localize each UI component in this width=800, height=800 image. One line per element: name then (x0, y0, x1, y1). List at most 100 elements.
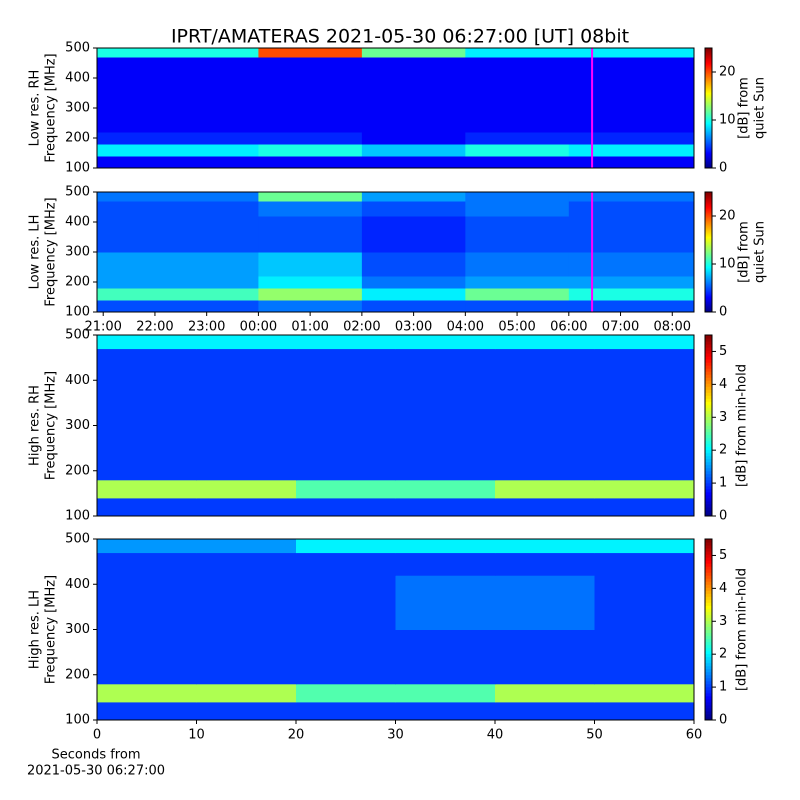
colorbar-swatch (705, 218, 712, 221)
heatmap-cell (258, 132, 363, 145)
heatmap-cell (196, 575, 297, 630)
heatmap-cell (97, 288, 259, 301)
heatmap-cell (361, 132, 466, 145)
heatmap-cell (568, 57, 695, 73)
colorbar-swatch (705, 142, 712, 145)
heatmap-cell (594, 461, 695, 481)
heatmap-cell (97, 425, 197, 463)
colorbar-swatch (705, 78, 712, 81)
colorbar-swatch (705, 578, 712, 582)
colorbar-swatch (705, 554, 712, 558)
heatmap-cell (395, 701, 496, 721)
colorbar-tick-label: 1 (719, 476, 727, 491)
y-tick-label: 500 (65, 532, 90, 547)
heatmap-cell (594, 552, 695, 576)
colorbar-swatch (705, 54, 712, 57)
colorbar-swatch (705, 356, 712, 360)
x-axis-label: Seconds from (51, 748, 140, 763)
colorbar-tick-label: 4 (719, 377, 727, 392)
colorbar-tick-label: 5 (719, 548, 727, 563)
colorbar-swatch (705, 232, 712, 235)
colorbar-frame (704, 334, 713, 517)
heatmap-cell (97, 371, 197, 426)
x-tick-label: 02:00 (343, 320, 380, 335)
heatmap-cell (395, 348, 496, 372)
colorbar-swatch (705, 344, 712, 348)
colorbar-tick-label: 2 (719, 443, 727, 458)
colorbar-swatch (705, 434, 712, 439)
colorbar-tick-label: 20 (719, 209, 736, 224)
heatmap-cell (258, 144, 363, 157)
colorbar-swatch (705, 482, 712, 487)
heatmap-cell (97, 539, 197, 554)
y-tick-label: 100 (65, 161, 90, 176)
colorbar-swatch (705, 104, 712, 107)
heatmap-cell (594, 497, 695, 517)
colorbar-swatch (705, 491, 712, 496)
colorbar-swatch (705, 557, 712, 561)
heatmap-cell (361, 288, 466, 301)
colorbar-swatch (705, 713, 712, 718)
colorbar-swatch (705, 226, 712, 229)
colorbar-swatch (705, 455, 712, 460)
colorbar-swatch (705, 56, 712, 59)
colorbar-swatch (705, 461, 712, 466)
colorbar-swatch (705, 154, 712, 157)
colorbar-swatch (705, 362, 712, 366)
y-tick-label: 400 (65, 215, 90, 230)
colorbar-swatch (705, 350, 712, 354)
heatmap-cell (594, 683, 695, 703)
colorbar-swatch (705, 220, 712, 223)
colorbar-frame (704, 47, 713, 169)
colorbar-swatch (705, 222, 712, 225)
colorbar-swatch (705, 144, 712, 147)
colorbar-swatch (705, 246, 712, 249)
heatmap-cell (296, 665, 396, 685)
colorbar-tick-label: 0 (719, 305, 727, 320)
x-tick-label: 30 (387, 728, 404, 743)
heatmap-cell (495, 479, 595, 499)
heatmap-cell (568, 108, 695, 133)
colorbar-swatch (705, 404, 712, 408)
colorbar-swatch (705, 632, 712, 637)
heatmap-cell (97, 348, 197, 372)
x-tick-label: 05:00 (498, 320, 535, 335)
colorbar-swatch (705, 236, 712, 239)
heatmap-cell (594, 575, 695, 630)
colorbar-swatch (705, 572, 712, 576)
colorbar-swatch (705, 292, 712, 295)
heatmap-cell (395, 665, 496, 685)
x-tick-label: 00:00 (240, 320, 277, 335)
heatmap-cell (495, 575, 595, 630)
colorbar-swatch (705, 686, 712, 691)
colorbar-swatch (705, 60, 712, 63)
colorbar-swatch (705, 674, 712, 679)
heatmap-cell (495, 335, 595, 350)
x-tick-label: 20 (288, 728, 305, 743)
colorbar-swatch (705, 100, 712, 103)
heatmap-cell (97, 201, 259, 217)
heatmap-cell (196, 665, 297, 685)
colorbar-swatch (705, 202, 712, 205)
colorbar-swatch (705, 341, 712, 345)
colorbar-swatch (705, 70, 712, 73)
colorbar-swatch (705, 254, 712, 257)
heatmap-cell (196, 539, 297, 554)
heatmap-cell (258, 192, 363, 202)
colorbar-swatch (705, 575, 712, 579)
heatmap-cell (196, 683, 297, 703)
colorbar-swatch (705, 371, 712, 375)
colorbar-swatch (705, 476, 712, 481)
colorbar-swatch (705, 602, 712, 606)
colorbar-swatch (705, 668, 712, 673)
colorbar-swatch (705, 431, 712, 436)
heatmap-cell (196, 335, 297, 350)
heatmap-cell (196, 348, 297, 372)
colorbar-label: quiet Sun (753, 77, 768, 139)
colorbar-swatch (705, 164, 712, 167)
heatmap-cell (395, 497, 496, 517)
x-tick-label: 40 (487, 728, 504, 743)
heatmap-cell (568, 192, 695, 202)
colorbar-swatch (705, 82, 712, 85)
colorbar-swatch (705, 473, 712, 478)
